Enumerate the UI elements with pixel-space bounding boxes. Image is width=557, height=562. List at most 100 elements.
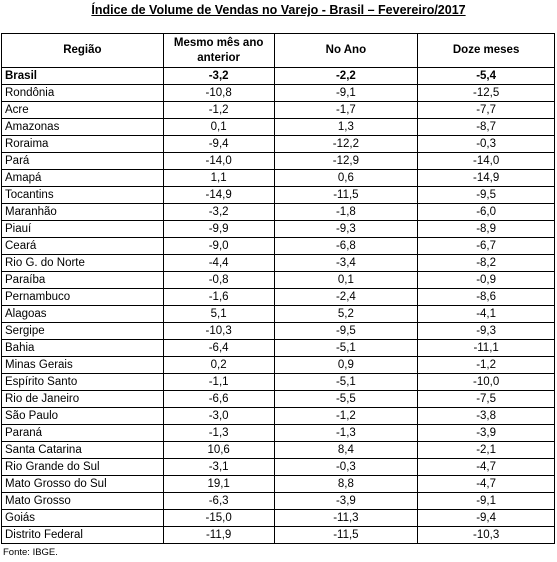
value-cell: 10,6 [162,441,275,459]
region-cell: Pará [1,152,164,170]
value-cell: -0,9 [417,271,555,289]
table-row: Sergipe -10,3 -9,5 -9,3 [1,322,555,340]
table-row: Amapá 1,1 0,6 -14,9 [1,169,555,187]
header-cell: Região [1,33,164,68]
value-cell: -1,1 [162,373,275,391]
table-body: Brasil -3,2 -2,2 -5,4 Rondônia -10,8 -9,1 -12,5… [1,67,555,544]
header-cell: Mesmo mês ano anterior [162,33,275,68]
value-cell: -5,4 [417,67,555,85]
table-row: Maranhão -3,2 -1,8 -6,0 [1,203,555,221]
value-cell: -3,1 [162,458,275,476]
table-row: Brasil -3,2 -2,2 -5,4 [1,67,555,85]
value-cell: 0,6 [273,169,419,187]
value-cell: -9,3 [273,220,419,238]
region-cell: Acre [1,101,164,119]
value-cell: -3,2 [162,67,275,85]
value-cell: 5,1 [162,305,275,323]
value-cell: -10,0 [417,373,555,391]
value-cell: -3,9 [417,424,555,442]
value-cell: 0,9 [273,356,419,374]
table-row: Alagoas 5,1 5,2 -4,1 [1,305,555,323]
value-cell: -9,0 [162,237,275,255]
value-cell: 8,4 [273,441,419,459]
value-cell: -3,0 [162,407,275,425]
value-cell: -1,2 [162,101,275,119]
title: Índice de Volume de Vendas no Varejo - B… [91,3,466,17]
region-cell: Ceará [1,237,164,255]
value-cell: -9,5 [417,186,555,204]
table-row: Santa Catarina 10,6 8,4 -2,1 [1,441,555,459]
value-cell: -0,8 [162,271,275,289]
region-cell: Goiás [1,509,164,527]
value-cell: -7,7 [417,101,555,119]
value-cell: -1,6 [162,288,275,306]
region-cell: Roraima [1,135,164,153]
table-row: Roraima -9,4 -12,2 -0,3 [1,135,555,153]
region-cell: Minas Gerais [1,356,164,374]
value-cell: -14,9 [417,169,555,187]
value-cell: -4,7 [417,458,555,476]
region-cell: Distrito Federal [1,526,164,544]
value-cell: -4,7 [417,475,555,493]
value-cell: -8,2 [417,254,555,272]
value-cell: -1,3 [162,424,275,442]
region-cell: São Paulo [1,407,164,425]
value-cell: -15,0 [162,509,275,527]
table-row: Rio Grande do Sul -3,1 -0,3 -4,7 [1,458,555,476]
region-cell: Amazonas [1,118,164,136]
value-cell: -9,4 [417,509,555,527]
region-cell: Mato Grosso [1,492,164,510]
value-cell: -9,3 [417,322,555,340]
value-cell: -1,3 [273,424,419,442]
table-row: Paraíba -0,8 0,1 -0,9 [1,271,555,289]
region-cell: Brasil [1,67,164,85]
region-cell: Alagoas [1,305,164,323]
region-cell: Pernambuco [1,288,164,306]
value-cell: -9,4 [162,135,275,153]
region-cell: Sergipe [1,322,164,340]
value-cell: -4,4 [162,254,275,272]
value-cell: -7,5 [417,390,555,408]
value-cell: -6,3 [162,492,275,510]
value-cell: -5,5 [273,390,419,408]
region-cell: Santa Catarina [1,441,164,459]
value-cell: 1,3 [273,118,419,136]
region-cell: Rio Grande do Sul [1,458,164,476]
value-cell: -11,5 [273,526,419,544]
table-row: Amazonas 0,1 1,3 -8,7 [1,118,555,136]
value-cell: -14,9 [162,186,275,204]
table-row: Tocantins -14,9 -11,5 -9,5 [1,186,555,204]
value-cell: -3,9 [273,492,419,510]
value-cell: -12,5 [417,84,555,102]
value-cell: -1,2 [417,356,555,374]
value-cell: -5,1 [273,339,419,357]
value-cell: -12,9 [273,152,419,170]
region-cell: Espírito Santo [1,373,164,391]
value-cell: -3,4 [273,254,419,272]
region-cell: Paraná [1,424,164,442]
value-cell: -8,6 [417,288,555,306]
value-cell: 0,1 [162,118,275,136]
table-row: Espírito Santo -1,1 -5,1 -10,0 [1,373,555,391]
table-row: Mato Grosso do Sul 19,1 8,8 -4,7 [1,475,555,493]
value-cell: -3,2 [162,203,275,221]
value-cell: -9,1 [417,492,555,510]
value-cell: -9,1 [273,84,419,102]
region-cell: Rio G. do Norte [1,254,164,272]
table-row: Mato Grosso -6,3 -3,9 -9,1 [1,492,555,510]
value-cell: 1,1 [162,169,275,187]
value-cell: -10,3 [417,526,555,544]
table-row: Paraná -1,3 -1,3 -3,9 [1,424,555,442]
region-cell: Mato Grosso do Sul [1,475,164,493]
region-cell: Maranhão [1,203,164,221]
value-cell: -6,7 [417,237,555,255]
region-cell: Bahia [1,339,164,357]
table-row: Piauí -9,9 -9,3 -8,9 [1,220,555,238]
table-row: Pernambuco -1,6 -2,4 -8,6 [1,288,555,306]
value-cell: -6,0 [417,203,555,221]
value-cell: -1,8 [273,203,419,221]
value-cell: -8,7 [417,118,555,136]
table-row: Rio G. do Norte -4,4 -3,4 -8,2 [1,254,555,272]
value-cell: 0,1 [273,271,419,289]
value-cell: -10,8 [162,84,275,102]
